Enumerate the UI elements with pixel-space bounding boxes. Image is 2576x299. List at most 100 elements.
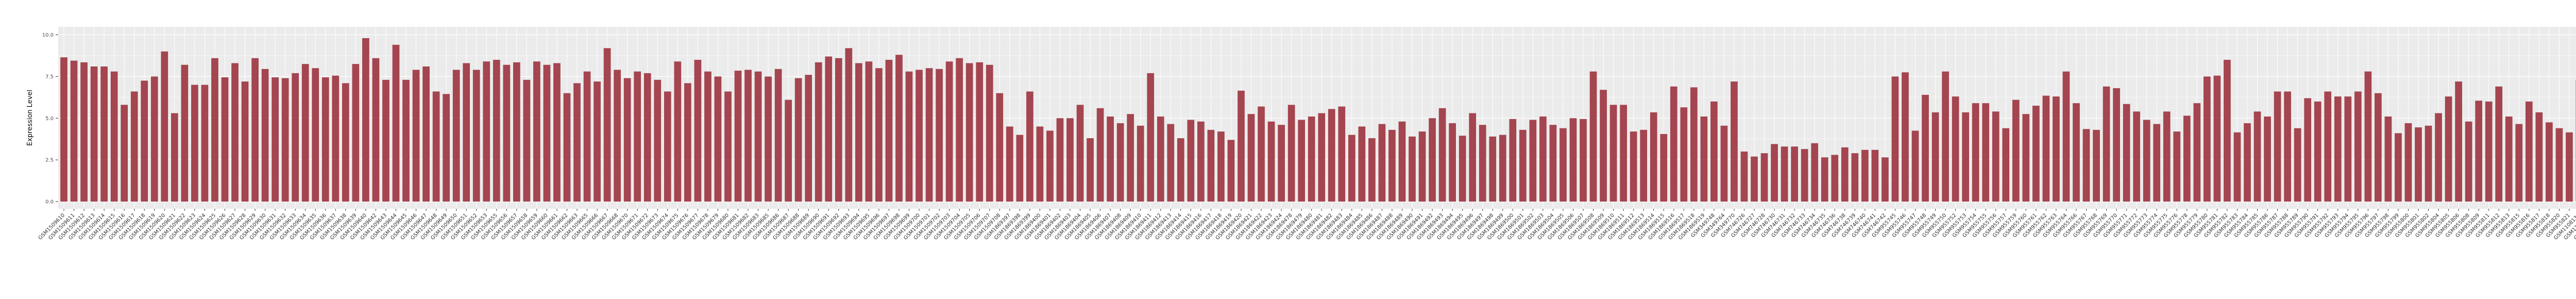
bar: [1398, 121, 1406, 202]
bar: [2244, 123, 2251, 202]
bar: [1217, 131, 1225, 202]
bar: [1680, 107, 1688, 202]
bar: [1137, 125, 1144, 202]
bars-group: [60, 38, 2576, 202]
bar: [1197, 121, 1205, 202]
bar: [2113, 88, 2120, 202]
bar: [1600, 90, 1607, 202]
bar: [1388, 129, 1396, 202]
bar: [1710, 101, 1718, 202]
bar: [2495, 86, 2503, 202]
bar: [332, 75, 340, 202]
bar: [523, 79, 531, 202]
bar: [292, 73, 299, 202]
bar: [2143, 120, 2150, 202]
bar: [181, 64, 189, 202]
bar: [2455, 81, 2462, 202]
bar: [965, 63, 973, 202]
bar: [2485, 101, 2493, 202]
bar: [1560, 128, 1567, 202]
bar: [150, 76, 158, 202]
bar: [553, 63, 561, 202]
bar: [1811, 143, 1819, 202]
bar: [272, 77, 279, 202]
bar: [80, 62, 88, 202]
bar: [412, 70, 420, 202]
bar: [241, 81, 249, 202]
bar: [2314, 101, 2321, 202]
bar: [231, 63, 239, 202]
bar: [2525, 101, 2533, 202]
bar: [1247, 114, 1255, 202]
bar: [2566, 132, 2573, 202]
bar: [1650, 112, 1657, 202]
bar: [2133, 111, 2141, 202]
x-axis: GSM1509610GSM1509611GSM1509612GSM1509613…: [38, 209, 2576, 241]
bar: [1107, 117, 1114, 202]
bar: [2032, 105, 2040, 202]
bar: [121, 105, 128, 202]
y-tick-label: 5.0: [45, 116, 54, 122]
bar: [1609, 105, 1617, 202]
bar: [2103, 86, 2110, 202]
bar: [2505, 117, 2513, 202]
bar: [734, 71, 742, 202]
bar: [835, 58, 842, 202]
bar: [221, 77, 229, 202]
bar: [2204, 76, 2211, 202]
bar: [1911, 130, 1919, 202]
bar: [1016, 135, 1024, 202]
bar: [171, 113, 178, 202]
bar: [261, 69, 269, 202]
bar: [1982, 103, 1990, 202]
bar: [895, 55, 903, 202]
bar: [1489, 136, 1497, 202]
bar: [1529, 120, 1537, 202]
bar: [251, 58, 259, 202]
bar: [1227, 140, 1235, 202]
bar: [2515, 124, 2523, 202]
bar: [1740, 151, 1748, 202]
bar: [1147, 73, 1155, 202]
bar: [543, 64, 551, 202]
bar: [1087, 138, 1094, 202]
bar: [2334, 96, 2342, 202]
bar: [2082, 129, 2090, 202]
bar: [794, 78, 802, 202]
bar: [1267, 121, 1275, 202]
bar: [2193, 103, 2201, 202]
bar: [533, 61, 540, 202]
bar: [1851, 153, 1859, 202]
bar: [1238, 90, 1245, 202]
bar: [472, 70, 480, 202]
bar: [2253, 111, 2261, 202]
bar: [1278, 125, 1285, 202]
bar: [956, 58, 963, 202]
bar: [1116, 123, 1124, 202]
bar: [845, 48, 853, 202]
bar: [513, 62, 520, 202]
bar: [875, 68, 883, 202]
bar: [1821, 157, 1828, 202]
bar: [2546, 122, 2553, 202]
bar: [634, 71, 641, 202]
bar: [1499, 135, 1506, 202]
bar: [90, 66, 98, 202]
bar: [1287, 105, 1295, 202]
y-axis: 0.0 2.5 5.0 7.5 10.0 Expression Level: [26, 32, 58, 205]
bar: [2375, 93, 2382, 202]
bar: [1348, 135, 1355, 202]
bar: [1438, 108, 1446, 202]
bar: [1378, 124, 1386, 202]
bar: [463, 63, 470, 202]
bar: [2042, 95, 2050, 202]
bar: [1539, 117, 1547, 202]
bar: [1861, 150, 1869, 202]
y-tick-label: 0.0: [45, 200, 54, 205]
bar: [321, 77, 329, 202]
bar: [362, 38, 369, 202]
bar: [654, 79, 662, 202]
bar: [1931, 112, 1939, 202]
bar: [1096, 108, 1104, 202]
bar: [2224, 60, 2231, 202]
